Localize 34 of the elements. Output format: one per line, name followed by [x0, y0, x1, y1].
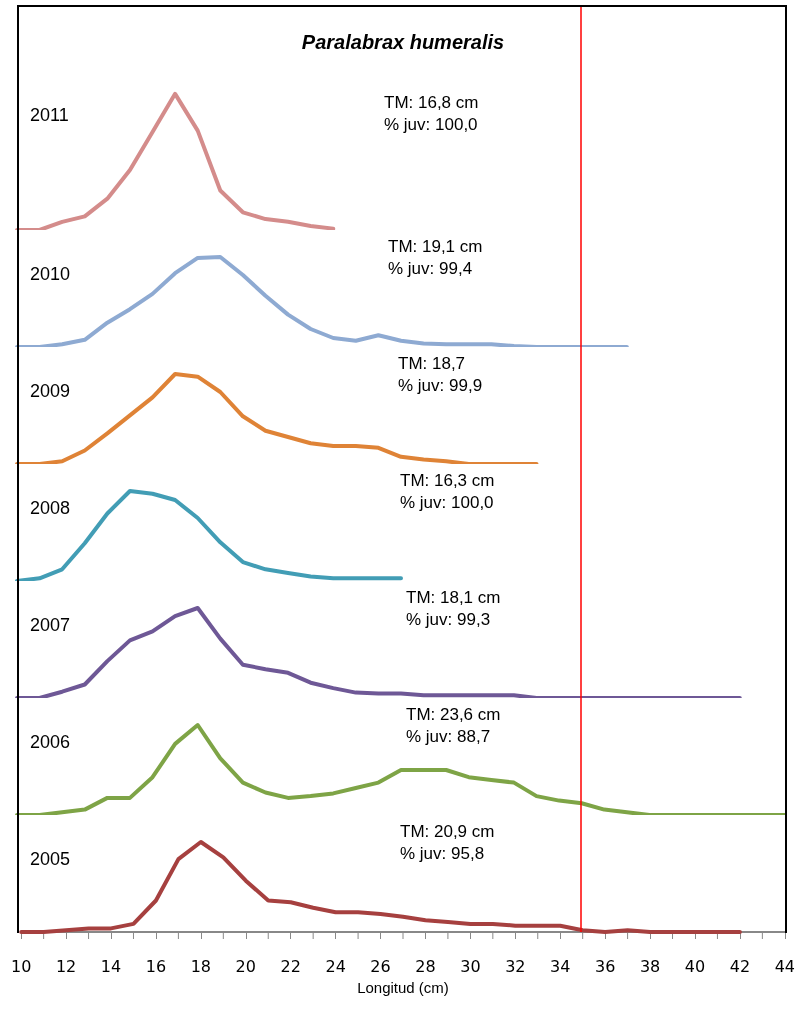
annotation: 2010 [30, 264, 71, 285]
x-tick-label: 22 [280, 956, 301, 976]
annotation: TM: 16,3 cm % juv: 100,0 [400, 471, 495, 513]
x-tick-label: 12 [55, 956, 77, 976]
x-tick-label: 26 [370, 956, 391, 976]
annotation: TM: 18,7 % juv: 99,9 [398, 354, 483, 396]
x-tick-label: 16 [145, 956, 167, 976]
x-tick-label: 10 [11, 956, 32, 976]
annotation: 2005 [30, 849, 71, 870]
x-tick-label: 14 [100, 956, 122, 976]
annotation: TM: 16,8 cm % juv: 100,0 [384, 93, 479, 135]
annotation: TM: 18,1 cm % juv: 99,3 [406, 588, 501, 630]
x-tick-label: 32 [505, 956, 526, 976]
x-tick-label: 42 [729, 956, 751, 976]
annotation: 2008 [30, 498, 71, 519]
annotation: TM: 19,1 cm % juv: 99,4 [388, 237, 483, 279]
annotation: TM: 20,9 cm % juv: 95,8 [400, 822, 495, 864]
x-tick-label: 30 [460, 956, 481, 976]
x-tick-label: 24 [325, 956, 346, 976]
x-tick-label: 18 [190, 956, 212, 976]
x-tick-label: 44 [774, 956, 795, 976]
annotation: 2006 [30, 732, 71, 753]
x-tick-label: 20 [235, 956, 256, 976]
chart-title: Paralabrax humeralis [301, 31, 505, 53]
x-tick-label: 38 [639, 956, 661, 976]
x-tick-label: 40 [684, 956, 706, 976]
x-tick-label: 28 [415, 956, 436, 976]
x-axis-title: Longitud (cm) [357, 979, 449, 996]
x-tick-label: 36 [594, 956, 616, 976]
annotation: 2011 [30, 105, 69, 126]
annotation: 2009 [30, 381, 71, 402]
annotation: TM: 23,6 cm % juv: 88,7 [406, 705, 501, 747]
x-tick-label: 34 [550, 956, 571, 976]
annotation: 2007 [30, 615, 71, 636]
